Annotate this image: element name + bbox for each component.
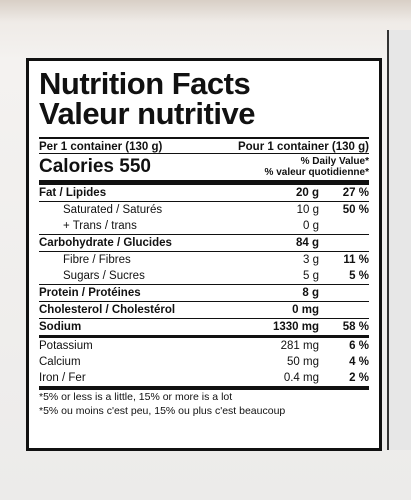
nutrient-dv: 11 % (343, 254, 369, 266)
serving-en: Per 1 container (130 g) (39, 141, 163, 153)
nutrient-name: Saturated / Saturés (63, 204, 163, 216)
calories: Calories 550 % Daily Value*% valeur quot… (39, 153, 369, 185)
nutrient-amount: 281 mg (280, 340, 319, 352)
subtitle: Valeur nutritive (39, 96, 255, 131)
nutrient-dv-empty (327, 302, 369, 318)
serving-fr: Pour 1 container (130 g) (237, 141, 369, 153)
nutrient-dv: 2 % (349, 372, 369, 384)
nutrient-name: Cholesterol / Cholestérol (39, 304, 176, 316)
nutrient-row: + Trans / trans 0 g (39, 218, 369, 235)
background-panel (387, 30, 411, 450)
nutrient-amount: 0 g (303, 220, 319, 232)
nutrient-dv: 4 % (349, 356, 369, 368)
nutrient-name: Protein / Protéines (39, 287, 141, 299)
nutrient-row: Carbohydrate / Glucides 84 g (39, 235, 369, 252)
nutrient-amount: 0 mg (292, 304, 319, 316)
nutrient-amount: 3 g (303, 254, 319, 266)
nutrient-name: Fat / Lipides (39, 187, 107, 199)
footnote-fr: *5% ou moins c'est peu, 15% ou plus c'es… (39, 405, 286, 417)
nutrient-dv-empty (327, 285, 369, 301)
nutrient-amount: 10 g (296, 204, 319, 216)
nutrient-amount: 8 g (302, 287, 319, 299)
nutrient-row: Potassium 281 mg 6 % (39, 338, 369, 354)
nutrient-dv-empty (327, 235, 369, 251)
nutrient-amount: 50 mg (287, 356, 319, 368)
dv-en: % Daily Value* (300, 156, 369, 167)
nutrient-dv: 50 % (342, 204, 369, 216)
serving: Per 1 container (130 g) Pour 1 container… (39, 137, 369, 153)
title: Nutrition Facts (39, 66, 251, 101)
nutrient-name: Iron / Fer (39, 372, 86, 384)
footnote: *5% or less is a little, 15% or more is … (39, 386, 369, 418)
dv-fr: % valeur quotidienne* (264, 167, 369, 178)
nutrient-row: Sodium 1330 mg 58 % (39, 319, 369, 338)
nutrient-row: Calcium 50 mg 4 % (39, 354, 369, 370)
nutrient-name: Fibre / Fibres (63, 254, 131, 266)
nutrient-row: Fat / Lipides 20 g 27 % (39, 185, 369, 202)
calories-label: Calories (39, 156, 114, 177)
nutrient-name: Sugars / Sucres (63, 270, 145, 282)
calories-text: Calories 550 (39, 156, 151, 178)
nutrient-amount: 1330 mg (272, 321, 319, 333)
nutrient-row: Iron / Fer 0.4 mg 2 % (39, 370, 369, 386)
nutrient-dv: 27 % (342, 187, 369, 199)
nutrient-dv-empty (327, 218, 369, 234)
rows: Fat / Lipides 20 g 27 % Saturated / Saturés… (39, 185, 369, 386)
nutrient-row: Saturated / Saturés 10 g 50 % (39, 202, 369, 218)
nutrient-row: Fibre / Fibres 3 g 11 % (39, 252, 369, 268)
nutrient-name: + Trans / trans (63, 220, 137, 232)
nutrient-row: Protein / Protéines 8 g (39, 285, 369, 302)
nutrient-name: Potassium (39, 340, 93, 352)
dv-header: % Daily Value*% valeur quotidienne* (265, 156, 369, 178)
nutrient-name: Carbohydrate / Glucides (39, 237, 172, 249)
nutrient-amount: 5 g (303, 270, 319, 282)
nutrient-amount: 84 g (295, 237, 319, 249)
calories-value: 550 (119, 156, 151, 177)
nutrient-row: Cholesterol / Cholestérol 0 mg (39, 302, 369, 319)
nutrient-row: Sugars / Sucres 5 g 5 % (39, 268, 369, 285)
footnote-en: *5% or less is a little, 15% or more is … (39, 391, 233, 403)
nutrient-name: Sodium (39, 321, 82, 333)
nutrient-dv: 58 % (342, 321, 369, 333)
nutrient-dv: 5 % (349, 270, 369, 282)
nutrient-name: Calcium (39, 356, 81, 368)
nutrient-amount: 20 g (295, 187, 319, 199)
nutrient-amount: 0.4 mg (283, 372, 319, 384)
nutrition-label: Nutrition Facts Valeur nutritive Per 1 c… (26, 58, 382, 451)
nutrient-dv: 6 % (349, 340, 369, 352)
